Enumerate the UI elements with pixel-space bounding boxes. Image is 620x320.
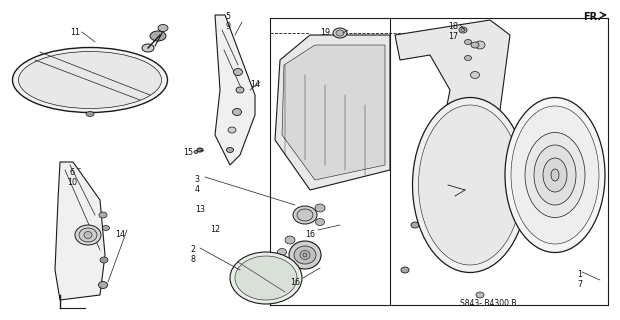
Text: 12: 12 <box>210 225 220 234</box>
Ellipse shape <box>456 162 464 168</box>
Ellipse shape <box>236 87 244 93</box>
Ellipse shape <box>194 150 198 154</box>
Ellipse shape <box>525 132 585 218</box>
Text: 18: 18 <box>448 22 458 31</box>
Ellipse shape <box>543 158 567 192</box>
Text: 1: 1 <box>577 270 583 279</box>
Text: 14: 14 <box>115 230 125 239</box>
Text: 10: 10 <box>67 178 77 187</box>
Ellipse shape <box>100 257 108 263</box>
Ellipse shape <box>158 25 168 31</box>
Ellipse shape <box>333 28 347 38</box>
Ellipse shape <box>197 148 203 152</box>
Polygon shape <box>55 162 105 300</box>
Ellipse shape <box>303 253 307 257</box>
Ellipse shape <box>150 31 166 41</box>
Ellipse shape <box>84 231 92 238</box>
Ellipse shape <box>316 219 324 226</box>
Text: S843- B4300 B: S843- B4300 B <box>460 299 516 308</box>
Ellipse shape <box>461 28 465 31</box>
Ellipse shape <box>142 44 154 52</box>
Text: 6: 6 <box>69 168 74 177</box>
Ellipse shape <box>505 98 605 252</box>
Ellipse shape <box>418 105 521 265</box>
Ellipse shape <box>475 41 485 49</box>
Ellipse shape <box>99 282 107 289</box>
Ellipse shape <box>315 204 325 212</box>
Ellipse shape <box>401 267 409 273</box>
Ellipse shape <box>234 68 242 76</box>
Ellipse shape <box>12 47 167 113</box>
Ellipse shape <box>294 246 316 264</box>
Polygon shape <box>395 20 510 200</box>
Ellipse shape <box>285 236 295 244</box>
Text: FR.: FR. <box>583 12 601 22</box>
Ellipse shape <box>228 127 236 133</box>
Ellipse shape <box>300 251 310 260</box>
Text: 15: 15 <box>183 148 193 157</box>
Ellipse shape <box>232 108 242 116</box>
Ellipse shape <box>471 42 479 48</box>
Ellipse shape <box>278 249 286 255</box>
Ellipse shape <box>511 106 599 244</box>
Text: 16: 16 <box>290 278 300 287</box>
Ellipse shape <box>551 169 559 181</box>
Text: 11: 11 <box>70 28 80 37</box>
Ellipse shape <box>534 145 576 205</box>
Ellipse shape <box>75 225 101 245</box>
Text: 19: 19 <box>320 28 330 37</box>
Ellipse shape <box>86 111 94 116</box>
Ellipse shape <box>235 256 297 300</box>
Ellipse shape <box>336 30 344 36</box>
Polygon shape <box>282 45 385 180</box>
Text: 2: 2 <box>190 245 195 254</box>
Ellipse shape <box>99 212 107 218</box>
Ellipse shape <box>412 98 528 273</box>
Ellipse shape <box>297 209 313 221</box>
Ellipse shape <box>411 222 419 228</box>
Ellipse shape <box>293 206 317 224</box>
Text: 8: 8 <box>190 255 195 264</box>
Ellipse shape <box>476 292 484 298</box>
Ellipse shape <box>459 27 467 33</box>
Text: 14: 14 <box>250 80 260 89</box>
Ellipse shape <box>226 148 234 153</box>
Text: 9: 9 <box>226 22 231 31</box>
Text: 16: 16 <box>305 230 315 239</box>
Text: 13: 13 <box>195 205 205 214</box>
Ellipse shape <box>79 228 97 242</box>
Text: 3: 3 <box>195 175 200 184</box>
Polygon shape <box>215 15 255 165</box>
Ellipse shape <box>102 226 110 230</box>
Ellipse shape <box>446 178 453 182</box>
Polygon shape <box>275 35 390 190</box>
Ellipse shape <box>19 52 161 108</box>
Text: 17: 17 <box>448 32 458 41</box>
Ellipse shape <box>464 55 471 60</box>
Text: 4: 4 <box>195 185 200 194</box>
Ellipse shape <box>289 241 321 269</box>
Ellipse shape <box>471 71 479 78</box>
Ellipse shape <box>464 39 471 44</box>
Text: 5: 5 <box>226 12 231 21</box>
Text: 7: 7 <box>577 280 583 289</box>
Ellipse shape <box>230 252 302 304</box>
